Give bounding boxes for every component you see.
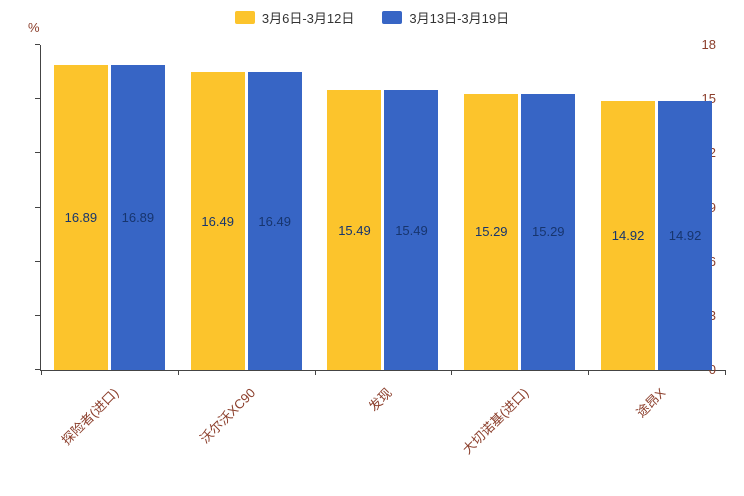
bar-value-label: 16.49 xyxy=(201,213,234,229)
bar-group: 14.92 14.92 xyxy=(601,45,713,370)
bar-value-label: 14.92 xyxy=(668,227,702,243)
legend: 3月6日-3月12日 3月13日-3月19日 xyxy=(0,8,744,27)
y-tick-mark xyxy=(35,260,40,262)
bar-value-label: 16.49 xyxy=(258,213,291,229)
x-category-label: 沃尔沃XC90 xyxy=(196,385,258,447)
bar-value-label: 14.92 xyxy=(611,227,645,243)
legend-swatch-icon xyxy=(382,11,403,24)
y-tick-label: 3 xyxy=(708,307,716,323)
bar-group: 16.49 16.49 xyxy=(190,45,302,370)
y-axis-unit-label: % xyxy=(28,20,40,35)
y-tick-label: 18 xyxy=(701,37,716,52)
legend-swatch-icon xyxy=(234,11,255,24)
x-category-label: 途昂X xyxy=(633,385,669,421)
y-tick-mark xyxy=(35,206,40,208)
bar-series-1-cat-0: 16.89 xyxy=(110,65,165,370)
plot-area: 0369121518 16.8916.8916.4916.4915.4915.4… xyxy=(35,37,726,377)
y-tick-mark xyxy=(35,314,40,316)
bars-area: 16.89 16.89 16.49 16.49 15.49 15.49 15.29 15.29… xyxy=(41,45,725,370)
x-axis-labels: 探险者(进口) 沃尔沃XC90 发现 大切诺基(进口) 途昂X xyxy=(40,371,724,481)
x-tick-mark xyxy=(588,370,590,375)
bar-series-0-cat-3: 15.29 xyxy=(464,93,519,370)
x-tick-mark xyxy=(177,370,179,375)
bar-value-label: 16.89 xyxy=(64,210,98,226)
bar-series-1-cat-3: 15.29 xyxy=(521,93,576,370)
bar-series-0-cat-2: 15.49 xyxy=(327,90,382,370)
bar-series-0-cat-0: 16.89 xyxy=(53,65,108,370)
bar-series-1-cat-1: 16.49 xyxy=(247,72,302,370)
bar-value-label: 16.89 xyxy=(121,210,155,226)
y-tick-label: 9 xyxy=(708,199,716,215)
bar-series-1-cat-4: 14.92 xyxy=(658,100,713,370)
legend-label: 3月13日-3月19日 xyxy=(409,11,510,26)
x-category-label: 大切诺基(进口) xyxy=(459,385,532,458)
y-tick-mark xyxy=(35,152,40,154)
x-tick-mark xyxy=(41,370,42,375)
legend-item-series-0[interactable]: 3月6日-3月12日 xyxy=(234,8,355,27)
x-tick-mark xyxy=(725,370,726,375)
x-tick-mark xyxy=(314,370,316,375)
y-tick-mark xyxy=(35,369,40,370)
bar-group: 15.49 15.49 xyxy=(327,45,439,370)
bar-value-label: 15.29 xyxy=(475,224,508,240)
bar-series-1-cat-2: 15.49 xyxy=(384,90,439,370)
y-tick-label: 0 xyxy=(708,362,716,377)
y-tick-label: 6 xyxy=(708,253,716,269)
bar-group: 15.29 15.29 xyxy=(464,45,576,370)
x-tick-mark xyxy=(451,370,453,375)
bar-value-label: 15.49 xyxy=(338,222,371,238)
x-category-label: 探险者(进口) xyxy=(58,385,122,448)
bar-group: 16.89 16.89 xyxy=(53,45,165,370)
bar-series-0-cat-1: 16.49 xyxy=(190,72,245,370)
legend-label: 3月6日-3月12日 xyxy=(261,11,355,26)
x-category-label: 发现 xyxy=(365,385,395,415)
legend-item-series-1[interactable]: 3月13日-3月19日 xyxy=(382,8,509,27)
y-tick-mark xyxy=(35,44,40,45)
bar-value-label: 15.49 xyxy=(395,222,428,238)
bar-series-0-cat-4: 14.92 xyxy=(601,100,656,370)
y-tick-mark xyxy=(35,98,40,100)
bar-value-label: 15.29 xyxy=(532,224,565,240)
